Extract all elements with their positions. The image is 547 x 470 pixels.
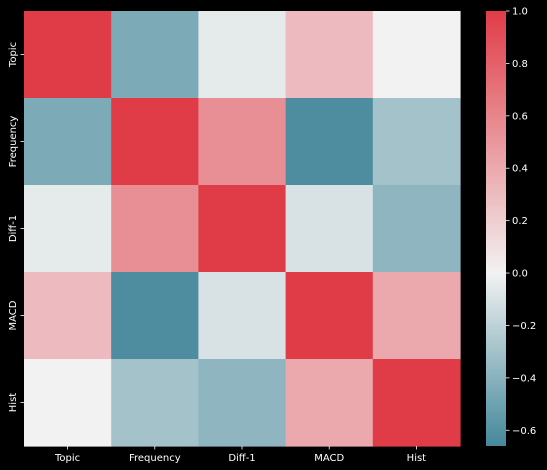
y-axis: Topic Frequency Diff-1 MACD Hist	[8, 42, 24, 412]
heatmap-cell-0-0	[24, 11, 112, 99]
x-tick-label: Hist	[407, 453, 427, 464]
heatmap-cell-4-0	[24, 359, 112, 447]
heatmap-cell-2-3	[286, 185, 374, 273]
heatmap-cell-1-0	[24, 98, 112, 186]
heatmap-cell-1-2	[198, 98, 286, 186]
x-tick-label: Frequency	[129, 453, 181, 464]
colorbar-axis: −0.6 −0.4 −0.2 0.0 0.2 0.4 0.6 0.8 1.0	[506, 7, 536, 437]
heatmap-cell-1-4	[373, 98, 461, 186]
heatmap-cell-2-2	[198, 185, 286, 273]
x-tick-label: Topic	[54, 453, 80, 464]
heatmap-cell-3-1	[111, 272, 199, 360]
heatmap-cell-4-2	[198, 359, 286, 447]
colorbar-tick-label: 1.0	[512, 7, 528, 18]
x-tick-label: MACD	[314, 453, 344, 464]
heatmap-cell-4-1	[111, 359, 199, 447]
heatmap-cell-2-0	[24, 185, 112, 273]
heatmap-cell-0-4	[373, 11, 461, 99]
colorbar-tick-label: −0.4	[512, 373, 536, 384]
heatmap-cell-3-2	[198, 272, 286, 360]
x-axis: Topic Frequency Diff-1 MACD Hist	[54, 446, 426, 464]
heatmap-cell-4-4	[373, 359, 461, 447]
heatmap-cell-0-2	[198, 11, 286, 99]
y-tick-label: Hist	[8, 393, 19, 413]
heatmap-cell-2-1	[111, 185, 199, 273]
heatmap-cell-1-3	[286, 98, 374, 186]
y-tick-label: MACD	[8, 300, 19, 330]
colorbar-tick-label: −0.2	[512, 321, 536, 332]
x-tick-label: Diff-1	[228, 453, 255, 464]
heatmap-cells	[24, 11, 461, 447]
heatmap-cell-1-1	[111, 98, 199, 186]
heatmap-cell-2-4	[373, 185, 461, 273]
colorbar-tick-label: −0.6	[512, 426, 536, 437]
colorbar-tick-label: 0.8	[512, 59, 528, 70]
heatmap-cell-3-3	[286, 272, 374, 360]
y-tick-label: Topic	[8, 42, 19, 68]
heatmap-cell-0-1	[111, 11, 199, 99]
colorbar	[486, 11, 506, 446]
colorbar-tick-label: 0.2	[512, 216, 528, 227]
colorbar-tick-label: 0.6	[512, 111, 528, 122]
colorbar-tick-label: 0.0	[512, 269, 528, 280]
heatmap-cell-0-3	[286, 11, 374, 99]
heatmap-cell-4-3	[286, 359, 374, 447]
heatmap-cell-3-4	[373, 272, 461, 360]
colorbar-tick-label: 0.4	[512, 164, 528, 175]
y-tick-label: Frequency	[8, 116, 19, 168]
y-tick-label: Diff-1	[8, 215, 19, 242]
heatmap-cell-3-0	[24, 272, 112, 360]
